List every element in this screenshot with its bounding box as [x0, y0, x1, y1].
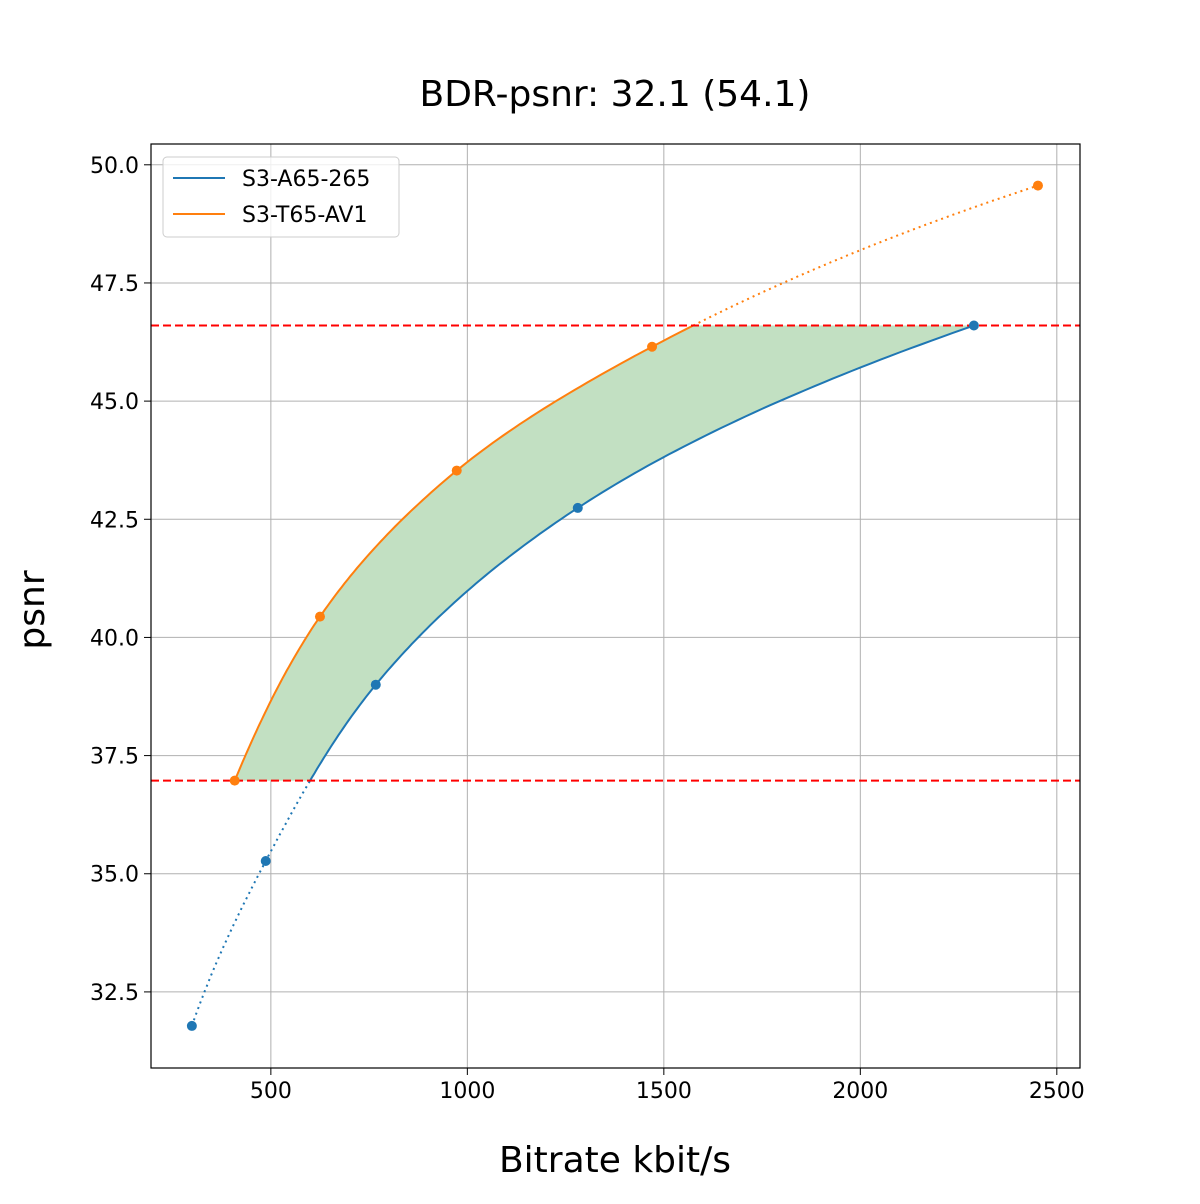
y-tick-label: 45.0: [90, 390, 139, 415]
series-1-point: [370, 679, 381, 690]
series-2-point: [647, 341, 658, 352]
series-2-point: [229, 775, 240, 786]
y-tick-label: 42.5: [90, 508, 139, 533]
series-1-point: [260, 855, 271, 866]
series-1-point: [572, 502, 583, 513]
x-axis-label: Bitrate kbit/s: [499, 1140, 731, 1181]
y-tick-label: 32.5: [90, 981, 139, 1006]
series-2-point: [451, 465, 462, 476]
series-1-point: [186, 1020, 197, 1031]
legend: S3-A65-265 S3-T65-AV1: [162, 156, 400, 238]
y-axis-label: psnr: [12, 570, 53, 649]
y-tick-label: 47.5: [90, 272, 139, 297]
series-2-point: [1032, 180, 1043, 191]
chart-title: BDR-psnr: 32.1 (54.1): [420, 74, 811, 115]
y-tick-label: 35.0: [90, 863, 139, 888]
y-tick-label: 50.0: [90, 154, 139, 179]
plot-frame: [150, 143, 1081, 1069]
series-1-point: [968, 320, 979, 331]
x-tick-label: 1500: [636, 1079, 692, 1104]
x-tick-label: 1000: [439, 1079, 495, 1104]
y-tick-label: 40.0: [90, 626, 139, 651]
legend-label-series-1: S3-A65-265: [242, 167, 370, 192]
legend-label-series-2: S3-T65-AV1: [242, 203, 367, 228]
series-1-line: [309, 324, 975, 782]
series-2-point: [314, 611, 325, 622]
x-tick-label: 2500: [1029, 1079, 1085, 1104]
series-1-dotted-low: [190, 780, 311, 1027]
bd-rate-fill-area: [234, 325, 974, 781]
x-tick-label: 500: [250, 1079, 292, 1104]
series-2-line: [233, 324, 694, 781]
y-tick-label: 37.5: [90, 745, 139, 770]
series-2-dotted-high: [692, 184, 1039, 327]
x-tick-label: 2000: [832, 1079, 888, 1104]
